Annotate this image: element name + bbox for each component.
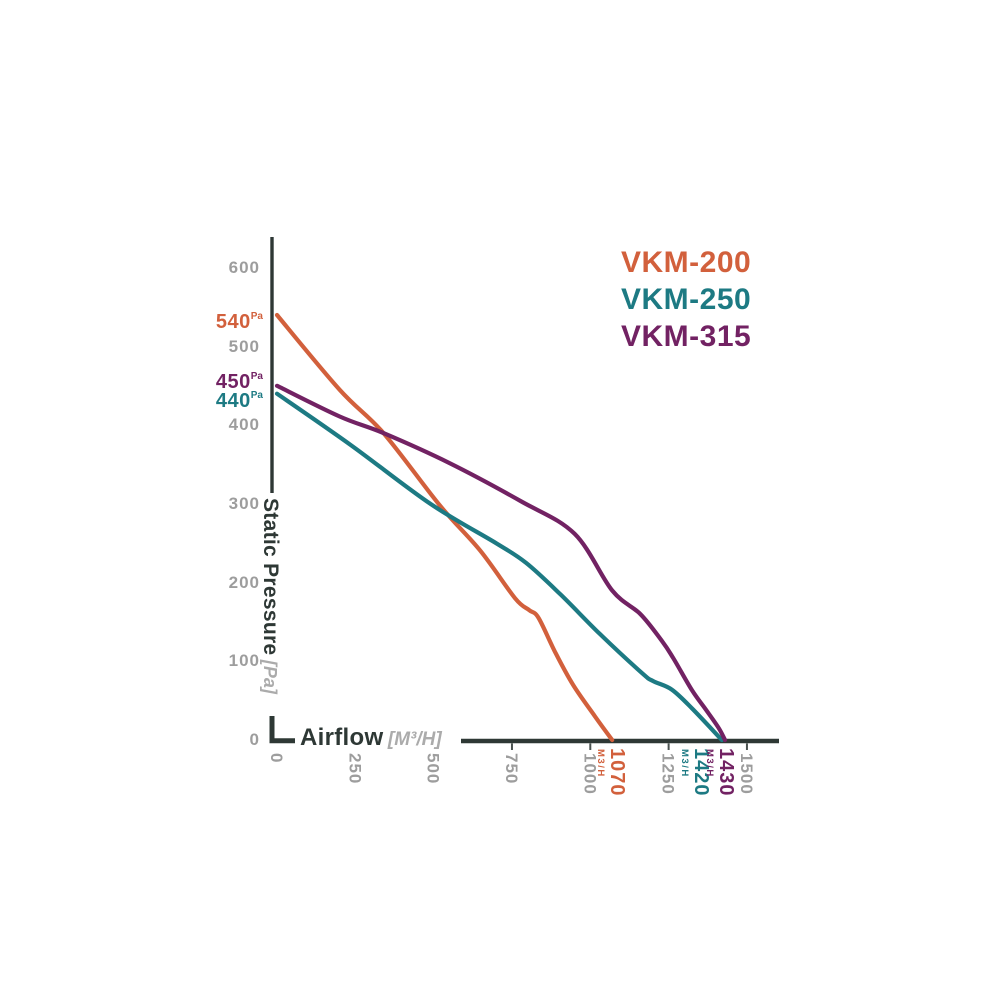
x-tick-label-0: 0 bbox=[267, 753, 286, 764]
x-tick-label-500: 500 bbox=[423, 753, 443, 785]
y-tick-label-500: 500 bbox=[228, 336, 260, 356]
origin-corner bbox=[269, 716, 295, 744]
max-airflow-value: 1070 bbox=[606, 748, 628, 797]
y-tick-label-0: 0 bbox=[249, 730, 260, 749]
legend-item-vkm-315: VKM-315 bbox=[621, 320, 752, 353]
x-axis-unit-text: [M³/H] bbox=[387, 729, 442, 750]
max-airflow-unit: M3/H bbox=[679, 749, 690, 778]
y-tick-label-200: 200 bbox=[228, 572, 260, 592]
max-pressure-unit: Pa bbox=[250, 390, 263, 401]
x-tick-label-1500: 1500 bbox=[736, 753, 756, 795]
max-airflow-label-vkm-200: 1070 M3/H bbox=[594, 748, 628, 797]
x-tick-label-1000: 1000 bbox=[580, 753, 600, 795]
max-airflow-unit: M3/H bbox=[595, 749, 606, 778]
y-tick-label-600: 600 bbox=[228, 257, 260, 277]
max-airflow-label-vkm-250: 1420 M3/H bbox=[678, 748, 712, 797]
curve-vkm-315 bbox=[274, 383, 728, 743]
curve-vkm-250 bbox=[274, 391, 724, 743]
y-axis-title-text: Static Pressure bbox=[259, 498, 282, 656]
x-tick-label-250: 250 bbox=[345, 753, 365, 785]
legend: VKM-200 VKM-250 VKM-315 bbox=[621, 247, 751, 352]
y-tick-label-100: 100 bbox=[228, 651, 260, 671]
y-tick-label-400: 400 bbox=[228, 415, 260, 435]
max-airflow-value: 1430 bbox=[715, 748, 737, 797]
max-pressure-unit: Pa bbox=[250, 311, 263, 322]
y-tick-label-300: 300 bbox=[228, 493, 260, 513]
max-airflow-label-vkm-315: 1430 M3/H bbox=[703, 748, 737, 797]
max-pressure-label-vkm-200: 540Pa bbox=[140, 304, 263, 335]
x-axis-title: Airflow [M³/H] bbox=[300, 724, 442, 752]
x-tick-label-1250: 1250 bbox=[658, 753, 678, 795]
max-pressure-label-vkm-250: 440Pa bbox=[140, 383, 263, 414]
max-pressure-unit: Pa bbox=[250, 371, 263, 382]
legend-item-vkm-250: VKM-250 bbox=[621, 283, 752, 316]
x-axis-title-text: Airflow bbox=[300, 724, 384, 751]
y-axis-title: Static Pressure [Pa] bbox=[258, 498, 282, 694]
max-pressure-value: 440 bbox=[215, 390, 251, 412]
max-pressure-value: 540 bbox=[215, 311, 251, 333]
max-airflow-unit: M3/H bbox=[704, 749, 715, 778]
legend-item-vkm-200: VKM-200 bbox=[621, 246, 752, 279]
max-pressure-value: 450 bbox=[215, 371, 251, 393]
y-axis-unit-text: [Pa] bbox=[260, 659, 280, 694]
max-airflow-value: 1420 bbox=[690, 748, 712, 797]
curve-vkm-200 bbox=[274, 312, 615, 743]
x-tick-label-750: 750 bbox=[501, 753, 521, 785]
max-pressure-label-vkm-315: 450Pa bbox=[140, 364, 263, 395]
